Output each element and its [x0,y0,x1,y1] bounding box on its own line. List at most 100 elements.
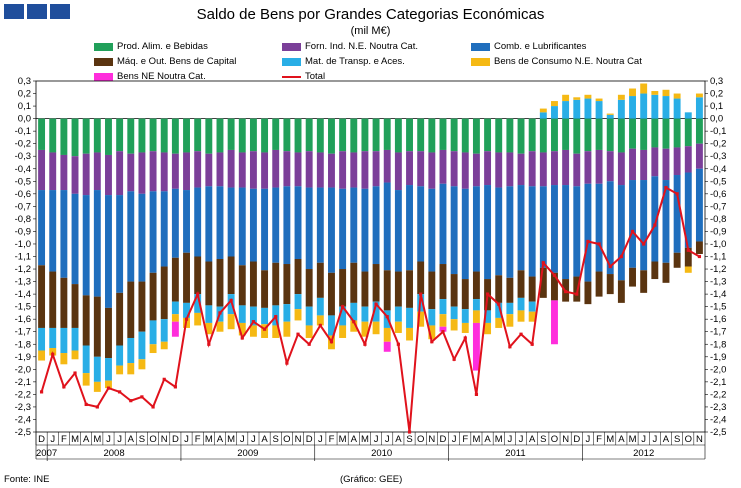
x-month-label: J [184,434,189,445]
y-tick-label: -0,3 [15,151,31,162]
bar-segment [183,252,190,303]
bar-segment [383,149,391,183]
y-tick-label: -0,9 [15,226,31,237]
y-tick-label: -1,0 [15,239,31,250]
bar-segment [316,152,324,188]
x-month-label: J [452,434,457,445]
total-point [430,340,434,344]
legend-forn-ind: Forn. Ind. N.E. Noutra Cat. [282,41,418,52]
bar-segment [238,322,246,336]
y-tick-label: 0,3 [710,76,723,87]
bar-segment [629,96,636,119]
bar-segment [472,186,480,272]
bar-segment [383,182,391,271]
bar-segment [339,325,347,338]
bar-segment [261,270,269,308]
y-tick-label: -0,6 [15,189,31,200]
logo-block-3 [50,4,70,19]
x-month-label: F [329,434,335,445]
x-month-label: M [205,434,213,445]
total-point [396,342,400,346]
bar-segment [216,118,224,153]
bar-segment [294,259,302,295]
bar-segment [160,191,168,267]
total-point [218,311,222,315]
bar-segment [629,267,636,287]
y-tick-label: -0,5 [710,176,726,187]
bar-segment [528,151,536,187]
bar-segment [116,118,124,152]
bar-segment [651,94,659,119]
y-tick-label: -0,8 [15,214,31,225]
bar-segment [551,185,558,273]
y-tick-label: 0,2 [710,89,723,100]
x-month-label: S [139,434,145,445]
legend-mat-transp: Mat. de Transp. e Aces. [282,56,405,67]
y-tick-label: -0,8 [710,214,726,225]
bar-segment [328,118,335,154]
y-tick-label: -1,8 [710,339,726,350]
bar-segment [82,295,90,346]
total-point [552,273,557,277]
bar-segment [662,180,670,263]
bar-segment [562,185,570,280]
bar-segment [428,188,436,272]
y-tick-label: -0,1 [710,126,726,137]
total-point [441,330,445,334]
x-month-label: J [652,434,657,445]
gee-logo [4,4,70,19]
total-point [240,336,244,340]
bar-segment [551,106,558,119]
bar-segment [461,279,469,310]
bar-segment [506,186,514,278]
bar-segment [439,264,447,300]
bar-segment [606,113,614,115]
bar-segment [461,152,469,189]
bar-segment [495,152,503,188]
x-month-label: D [38,434,45,445]
legend-swatch [282,57,301,66]
bar-segment [116,292,124,346]
y-tick-label: 0,1 [18,101,31,112]
legend-bens-consumo: Bens de Consumo N.E. Noutra Cat [471,56,642,67]
x-month-label: O [551,434,558,445]
bar-segment [261,188,269,271]
bar-segment [495,275,503,303]
total-point [151,405,155,409]
bar-segment [606,274,614,295]
y-tick-label: 0,0 [710,114,723,125]
bar-segment [71,327,79,351]
bar-segment [528,311,536,322]
bar-segment [617,280,625,303]
bar-segment [249,118,257,152]
bar-segment [227,314,235,330]
bar-segment [183,152,190,191]
bar-segment [551,300,558,345]
bar-segment [60,118,68,155]
legend-prod-alim: Prod. Alim. e Bebidas [94,41,208,52]
total-point [84,402,88,407]
bar-segment [160,341,168,350]
bar-segment [629,148,636,181]
bar-segment [617,152,625,186]
bar-segment [406,151,413,186]
bar-segment [428,309,436,326]
bar-segment [684,112,692,119]
total-point [285,361,289,365]
total-point [262,327,267,331]
credit-label: (Gráfico: GEE) [340,474,403,485]
bar-segment [305,118,313,152]
total-point [575,292,579,296]
bar-segment [138,331,146,360]
bar-segment [640,83,648,94]
x-year-label: 2011 [505,448,525,459]
y-tick-label: -1,4 [15,289,31,300]
total-point [463,336,467,340]
bar-segment [272,118,280,150]
bar-segment [662,118,670,149]
bar-segment [238,152,246,188]
bar-segment [283,118,291,152]
bar-segment [171,153,179,189]
bar-segment [606,118,614,152]
bar-segment [127,363,135,375]
